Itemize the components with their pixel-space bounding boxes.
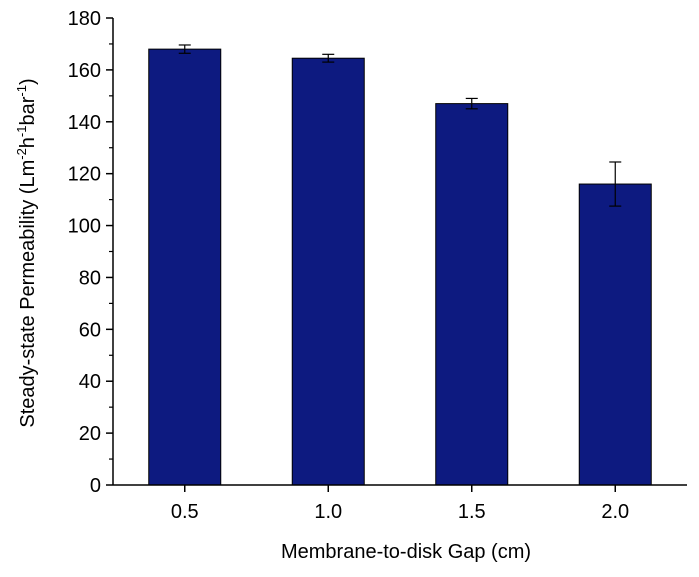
y-ticks-group: 0 20 40 60 80 100 120 140 160 180 [68,8,113,497]
y-tick-label-180: 180 [68,8,101,30]
y-tick-label-140: 140 [68,112,101,134]
y-tick-label-120: 120 [68,164,101,186]
x-tick-label-0.5: 0.5 [171,501,199,523]
bar-1.0 [291,57,365,486]
y-axis-title-end: ) [17,78,39,85]
x-tick-label-1.0: 1.0 [314,501,342,523]
y-axis-title-sup3: -1 [14,85,29,97]
y-axis-title: Steady-state Permeability (Lm-2h-1bar-1) [14,78,39,427]
x-ticks-group: 0.5 1.0 1.5 2.0 [171,485,629,523]
y-axis-title-sup2: -1 [14,126,29,138]
x-tick-label-1.5: 1.5 [458,501,486,523]
y-axis-title-base: Steady-state Permeability (Lm [17,160,39,428]
bar-0.5 [148,48,222,486]
y-tick-label-160: 160 [68,60,101,82]
x-axis-title: Membrane-to-disk Gap (cm) [281,541,531,563]
y-tick-label-60: 60 [79,319,101,341]
y-tick-label-20: 20 [79,423,101,445]
bar-1.5 [435,103,509,486]
y-axis-title-mid2: bar [17,96,39,125]
x-tick-label-2.0: 2.0 [601,501,629,523]
y-tick-label-40: 40 [79,371,101,393]
y-tick-label-80: 80 [79,267,101,289]
y-axis-title-sup1: -2 [14,148,29,160]
bars-group [148,48,652,486]
bar-2.0 [578,183,652,486]
error-bars-group [178,44,622,207]
y-tick-label-100: 100 [68,216,101,238]
y-axis-title-mid1: h [17,137,39,148]
y-tick-label-0: 0 [90,475,101,497]
